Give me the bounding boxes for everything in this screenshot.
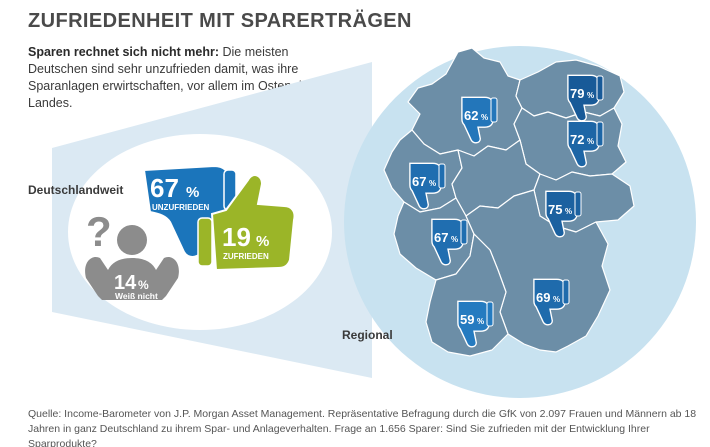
badge-saxony: 75 % <box>545 190 582 238</box>
page-title: ZUFRIEDENHEIT MIT SPARERTRÄGEN <box>28 10 412 32</box>
zufrieden-thumb: 19 % ZUFRIEDEN <box>197 174 296 272</box>
weiss-nicht-label: Weiß nicht <box>115 291 158 301</box>
badge-center-west-unit: % <box>451 235 458 244</box>
badge-west-value: 67 <box>412 174 426 189</box>
weiss-nicht-unit: % <box>138 278 149 292</box>
badge-southwest: 59 % <box>457 300 494 348</box>
badge-saxony-value: 75 <box>548 202 562 217</box>
badge-northwest: 62 % <box>461 96 498 144</box>
badge-bavaria: 69 % <box>533 278 570 326</box>
badge-northeast: 79 % <box>567 74 604 122</box>
badge-east-value: 72 <box>570 132 584 147</box>
badge-west: 67 % <box>409 162 446 210</box>
zufrieden-label: ZUFRIEDEN <box>223 252 269 261</box>
intro-lead: Sparen rechnet sich nicht mehr: <box>28 45 220 59</box>
badge-southwest-value: 59 <box>460 312 474 327</box>
badge-east-unit: % <box>587 137 594 146</box>
unzufrieden-unit: % <box>186 184 199 201</box>
label-regional: Regional <box>342 328 393 342</box>
person-head-icon <box>117 225 147 255</box>
weiss-nicht-value: 14 <box>114 272 137 294</box>
badge-east: 72 % <box>567 120 604 168</box>
badge-center-west: 67 % <box>431 218 468 266</box>
badge-southwest-unit: % <box>477 317 484 326</box>
badge-center-west-value: 67 <box>434 230 448 245</box>
person-body-icon <box>85 256 179 300</box>
thumbs-up-icon <box>210 174 296 272</box>
question-mark-icon: ? <box>86 208 112 255</box>
badge-west-unit: % <box>429 179 436 188</box>
intro-body: Die meisten Deutschen sind sehr unzufrie… <box>28 45 315 110</box>
badge-bavaria-unit: % <box>553 295 560 304</box>
thumbs-up-cuff <box>197 217 213 267</box>
badge-northeast-value: 79 <box>570 86 584 101</box>
badge-northwest-unit: % <box>481 113 488 122</box>
zufrieden-value: 19 <box>222 222 251 252</box>
badge-northeast-unit: % <box>587 91 594 100</box>
weiss-nicht-figure: ? 14 % Weiß nicht <box>85 208 179 301</box>
badge-bavaria-value: 69 <box>536 290 550 305</box>
footer-source: Quelle: Income-Barometer von J.P. Morgan… <box>28 408 697 447</box>
unzufrieden-value: 67 <box>150 173 179 203</box>
zufrieden-unit: % <box>256 233 269 250</box>
intro-text: Sparen rechnet sich nicht mehr: Die meis… <box>28 44 348 112</box>
badge-northwest-value: 62 <box>464 108 478 123</box>
badge-saxony-unit: % <box>565 207 572 216</box>
unzufrieden-label: UNZUFRIEDEN <box>152 203 210 212</box>
label-national: Deutschlandweit <box>28 183 124 197</box>
